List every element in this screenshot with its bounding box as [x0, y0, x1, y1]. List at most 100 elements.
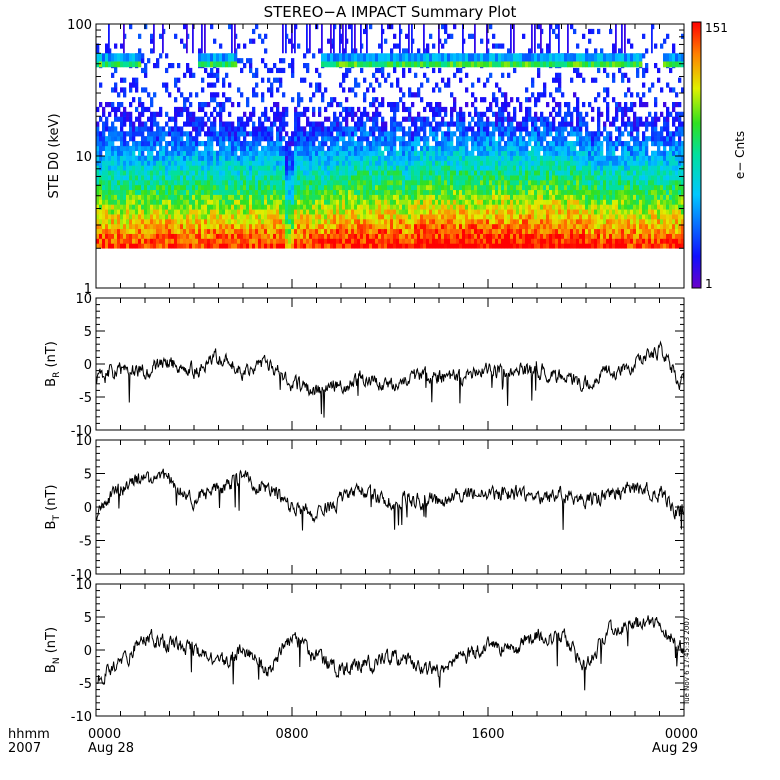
spectrogram-cell: [489, 53, 493, 62]
spectrogram-cell: [183, 131, 187, 137]
spectrogram-cell: [237, 87, 241, 93]
spectrogram-cell: [444, 38, 448, 44]
spectrogram-cell: [300, 223, 304, 230]
spectrogram-cell: [339, 131, 343, 137]
spectrogram-cell: [522, 209, 526, 215]
spectrogram-cell: [327, 219, 331, 225]
spectrogram-cell: [219, 180, 223, 186]
spectrogram-cell: [540, 165, 544, 171]
spectrogram-cell: [219, 102, 223, 108]
spectrogram-cell: [354, 141, 358, 147]
spectrogram-cell: [414, 116, 418, 122]
spectrogram-cell: [240, 165, 244, 171]
spectrogram-cell: [414, 175, 418, 181]
spectrogram-cell: [297, 199, 301, 205]
spectrogram-cell: [354, 194, 358, 200]
spectrogram-cell: [513, 61, 517, 68]
spectrogram-cell: [426, 243, 430, 249]
spectrogram-cell: [405, 106, 409, 113]
spectrogram-cell: [423, 106, 427, 113]
spectrogram-cell: [450, 165, 454, 171]
spectrogram-cell: [570, 77, 574, 83]
spectrogram-cell: [567, 175, 571, 181]
spectrogram-cell: [252, 209, 256, 215]
spectrogram-cell: [561, 184, 565, 191]
spectrogram-cell: [318, 82, 322, 88]
spectrogram-cell: [459, 126, 463, 132]
spectrogram-cell: [264, 131, 268, 137]
spectrogram-cell: [438, 53, 442, 62]
spectrogram-cell: [261, 165, 265, 171]
spectrogram-cell: [204, 175, 208, 181]
spectrogram-cell: [444, 145, 448, 152]
spectrogram-cell: [309, 97, 313, 103]
spectrogram-cell: [369, 170, 373, 176]
spectrogram-cell: [549, 180, 553, 186]
spectrogram-cell: [300, 97, 304, 103]
spectrogram-cell: [150, 126, 154, 132]
spectrogram-cell: [474, 97, 478, 103]
spectrogram-cell: [288, 170, 292, 176]
spectrogram-cell: [393, 53, 397, 62]
spectrogram-cell: [183, 243, 187, 249]
spectrogram-cell: [309, 214, 313, 220]
spectrogram-cell: [354, 233, 358, 239]
spectrogram-cell: [438, 67, 442, 74]
spectrogram-cell: [387, 199, 391, 205]
spectrogram-cell: [333, 126, 337, 132]
spectrogram-cell: [531, 204, 535, 210]
spectrogram-cell: [459, 131, 463, 137]
spectrogram-cell: [411, 228, 415, 234]
spectrogram-cell: [501, 219, 505, 225]
spectrogram-cell: [270, 126, 274, 132]
spectrogram-cell: [393, 102, 397, 108]
spectrogram-cell: [315, 155, 319, 161]
spectrogram-cell: [402, 189, 406, 195]
spectrogram-cell: [438, 61, 442, 68]
spectrogram-cell: [216, 199, 220, 205]
spectrogram-cell: [171, 180, 175, 186]
spectrogram-cell: [384, 121, 388, 127]
spectrogram-cell: [177, 106, 181, 113]
spectrogram-cell: [567, 111, 571, 117]
spectrogram-cell: [333, 61, 337, 68]
spectrogram-cell: [255, 136, 259, 142]
spectrogram-cell: [432, 131, 436, 137]
spectrogram-cell: [105, 116, 109, 122]
spectrogram-cell: [378, 214, 382, 220]
spectrogram-cell: [522, 238, 526, 244]
spectrogram-cell: [435, 126, 439, 132]
spectrogram-cell: [141, 53, 145, 59]
spectrogram-cell: [216, 233, 220, 239]
spectrogram-cell: [405, 141, 409, 147]
spectrogram-cell: [420, 228, 424, 234]
spectrogram-cell: [327, 155, 331, 161]
spectrogram-cell: [345, 243, 349, 249]
spectrogram-cell: [243, 209, 247, 215]
spectrogram-cell: [417, 180, 421, 186]
spectrogram-cell: [186, 199, 190, 205]
spectrogram-cell: [417, 136, 421, 142]
spectrogram-cell: [270, 160, 274, 166]
spectrogram-cell: [432, 116, 436, 122]
spectrogram-cell: [564, 155, 568, 161]
spectrogram-cell: [339, 165, 343, 171]
spectrogram-cell: [252, 131, 256, 137]
spectrogram-cell: [117, 199, 121, 205]
spectrogram-cell: [138, 102, 142, 108]
spectrogram-cell: [318, 150, 322, 156]
spectrogram-cell: [561, 180, 565, 186]
spectrogram-cell: [294, 145, 298, 152]
spectrogram-cell: [429, 228, 433, 234]
spectrogram-cell: [342, 77, 346, 83]
spectrogram-cell: [324, 219, 328, 225]
spectrogram-cell: [279, 77, 283, 83]
spectrogram-cell: [507, 194, 511, 200]
spectrogram-cell: [525, 170, 529, 176]
spectrogram-cell: [357, 209, 361, 215]
spectrogram-cell: [507, 126, 511, 132]
spectrogram-cell: [363, 243, 367, 249]
spectrogram-cell: [117, 194, 121, 200]
spectrogram-cell: [432, 243, 436, 249]
spectrogram-cell: [387, 53, 391, 62]
